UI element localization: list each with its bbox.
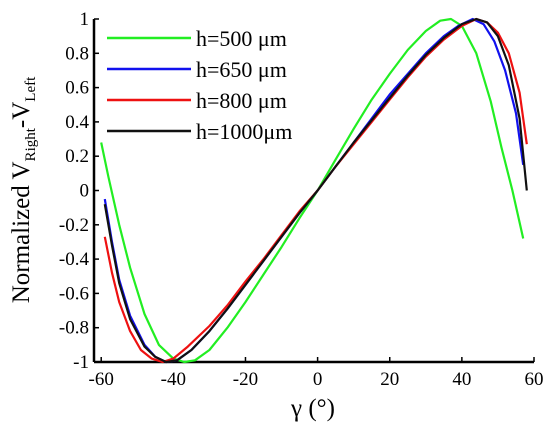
y-axis-title-sub-right: Right xyxy=(23,127,39,161)
legend-label: h=650 μm xyxy=(196,57,287,82)
y-tick-label: 1 xyxy=(80,9,90,30)
series-lines xyxy=(100,17,528,364)
series-line-4 xyxy=(103,17,528,364)
y-axis-title-main: Normalized V xyxy=(8,161,35,303)
y-tick-label: -0.2 xyxy=(59,215,89,236)
y-tick-label: 0 xyxy=(80,181,90,202)
y-tick-label: -0.8 xyxy=(59,318,89,339)
axes xyxy=(92,19,534,364)
legend-label: h=800 μm xyxy=(196,88,287,113)
legend-label: h=1000μm xyxy=(196,119,292,144)
x-tick-label: 20 xyxy=(380,369,399,390)
x-tick-label: 60 xyxy=(525,369,544,390)
y-tick-label: 0.6 xyxy=(65,78,89,99)
x-tick-label: -20 xyxy=(233,369,258,390)
x-tick-label: 0 xyxy=(313,369,323,390)
y-ticks: -1 -0.8 -0.6 -0.4 -0.2 0 0.2 0.4 0.6 0.8 1 xyxy=(59,9,99,373)
series-line-3 xyxy=(103,17,528,364)
y-tick-label: 0.2 xyxy=(65,146,89,167)
y-tick-label: 0.8 xyxy=(65,43,89,64)
legend: h=500 μm h=650 μm h=800 μm h=1000μm xyxy=(107,26,292,144)
y-tick-label: -0.6 xyxy=(59,283,89,304)
x-axis-title: γ (°) xyxy=(290,395,335,422)
y-axis-title-sep: -V xyxy=(8,102,35,128)
x-tick-label: -40 xyxy=(161,369,186,390)
series-line-1 xyxy=(100,17,525,364)
x-tick-label: -60 xyxy=(89,369,114,390)
y-axis-title-sub-left: Left xyxy=(23,76,39,102)
series-line-2 xyxy=(103,17,525,364)
x-ticks: -60 -40 -20 0 20 40 60 xyxy=(89,357,544,390)
y-tick-label: 0.4 xyxy=(65,112,89,133)
x-tick-label: 40 xyxy=(452,369,471,390)
y-tick-label: -1 xyxy=(73,352,89,373)
y-axis-title: Normalized VRight-VLeft xyxy=(8,76,39,303)
legend-label: h=500 μm xyxy=(196,26,287,51)
y-tick-label: -0.4 xyxy=(59,249,90,270)
